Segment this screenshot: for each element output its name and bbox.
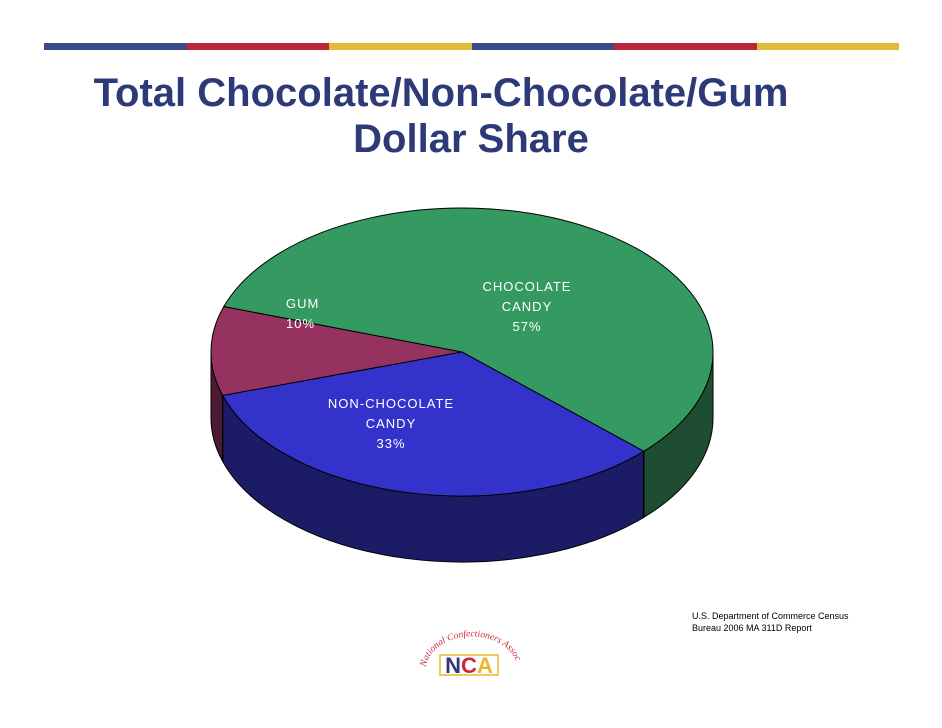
pie-slice-label-line: CANDY xyxy=(366,416,417,431)
logo-frame xyxy=(439,654,499,676)
logo-text: NCA xyxy=(445,653,493,677)
slide-title-line-2: Dollar Share xyxy=(353,117,589,161)
source-line-1: U.S. Department of Commerce Census xyxy=(692,611,849,621)
band-segment xyxy=(44,43,187,50)
logo-letter: C xyxy=(461,653,477,677)
pie-slice-value: 57% xyxy=(512,319,541,334)
top-color-band xyxy=(44,43,899,50)
pie-slice xyxy=(223,207,714,452)
source-note: U.S. Department of Commerce Census Burea… xyxy=(692,610,849,634)
pie-slice-label: NON-CHOCOLATE CANDY 33% xyxy=(328,396,454,451)
nca-logo: National Confectioners Association NCA xyxy=(410,625,523,677)
pie-slice-label: CHOCOLATE CANDY 57% xyxy=(483,279,572,334)
source-line-2: Bureau 2006 MA 311D Report xyxy=(692,623,812,633)
pie-slice xyxy=(210,305,463,397)
band-segment xyxy=(614,43,757,50)
pie-slice-label-line: NON-CHOCOLATE xyxy=(328,396,454,411)
pie-slice xyxy=(221,351,645,497)
band-segment xyxy=(471,43,614,50)
pie-slice-value: 10% xyxy=(286,316,315,331)
band-segment xyxy=(186,43,329,50)
slide-title: Total Chocolate/Non-Chocolate/Gum Dollar… xyxy=(0,70,942,162)
logo-letter: A xyxy=(477,653,493,677)
pie-slice-label-line: CHOCOLATE xyxy=(483,279,572,294)
logo-letter: N xyxy=(445,653,461,677)
pie-slice-label-line: GUM xyxy=(286,296,319,311)
pie-slice-label-line: CANDY xyxy=(502,299,553,314)
band-segment xyxy=(756,43,899,50)
pie-slice-label: GUM 10% xyxy=(286,296,319,331)
pie-slice-value: 33% xyxy=(376,436,405,451)
slide-title-line-1: Total Chocolate/Non-Chocolate/Gum xyxy=(93,71,789,115)
band-segment xyxy=(329,43,472,50)
